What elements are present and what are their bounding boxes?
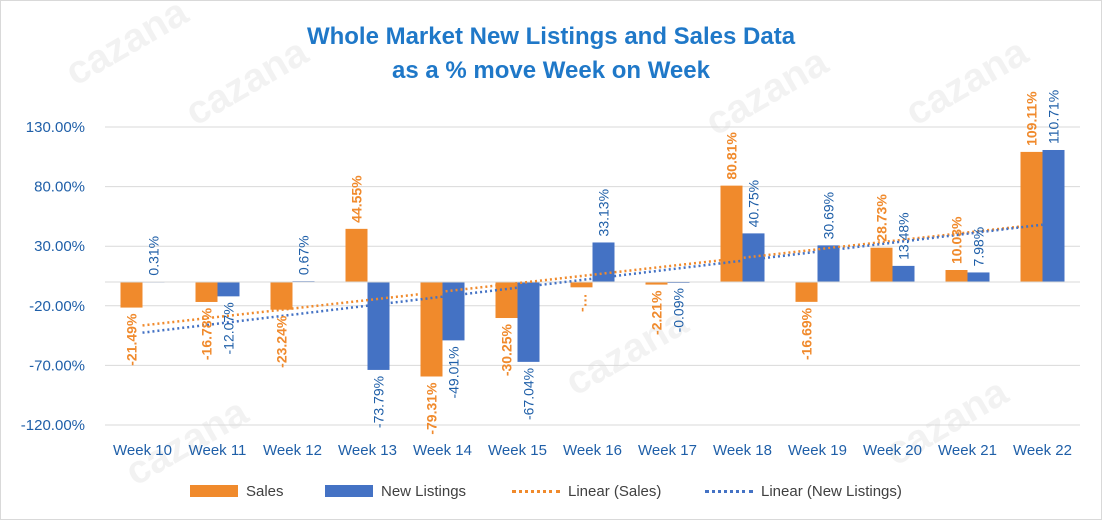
- bar-new-listings: [967, 272, 990, 282]
- data-label-sales: 44.55%: [349, 175, 365, 223]
- legend-swatch-new-listings: [325, 485, 373, 497]
- data-label-sales: -21.49%: [124, 313, 140, 366]
- legend-label-linear-new-listings: Linear (New Listings): [761, 482, 902, 500]
- bar-sales: [795, 281, 818, 302]
- data-label-sales: 80.81%: [724, 132, 740, 180]
- x-tick-label: Week 20: [863, 442, 922, 459]
- data-label-new-listings: -49.01%: [446, 346, 462, 398]
- data-label-new-listings: 0.67%: [296, 235, 312, 275]
- data-label-sales: 109.11%: [1024, 91, 1040, 146]
- bar-new-listings: [367, 281, 390, 370]
- bar-new-listings: [1042, 149, 1065, 282]
- trendline-new-listings: [142, 223, 1043, 334]
- data-label-new-listings: 33.13%: [596, 189, 612, 236]
- data-label-sales: -79.31%: [424, 382, 440, 435]
- data-label-sales: -30.25%: [499, 323, 515, 376]
- y-tick-label: -70.00%: [29, 357, 85, 374]
- data-label-new-listings: 0.31%: [146, 236, 162, 276]
- chart-title: Whole Market New Listings and Sales Data: [306, 23, 796, 50]
- data-label-new-listings: 30.69%: [821, 192, 837, 239]
- y-tick-label: 80.00%: [34, 179, 85, 196]
- legend-swatch-linear-sales: [512, 489, 560, 493]
- bar-sales: [270, 281, 293, 310]
- bar-sales: [645, 281, 668, 285]
- x-tick-label: Week 12: [263, 442, 322, 459]
- bar-sales: [495, 281, 518, 319]
- bar-new-listings: [592, 242, 615, 282]
- bar-sales: [120, 281, 143, 308]
- data-label-sales: -16.69%: [799, 307, 815, 360]
- legend-item-sales: Sales: [190, 481, 284, 501]
- data-label-sales: -16.78%: [199, 307, 215, 360]
- bar-sales: [345, 228, 368, 282]
- data-label-new-listings: -67.04%: [521, 368, 537, 420]
- x-tick-label: Week 11: [189, 442, 247, 459]
- y-tick-label: -20.00%: [29, 298, 85, 315]
- legend: Sales New Listings Linear (Sales) Linear…: [0, 481, 1102, 501]
- bar-sales: [570, 281, 593, 288]
- x-tick-label: Week 16: [563, 442, 622, 459]
- legend-swatch-linear-new-listings: [705, 489, 753, 493]
- legend-label-linear-sales: Linear (Sales): [568, 482, 662, 500]
- bar-sales: [720, 185, 743, 282]
- x-tick-label: Week 18: [713, 442, 772, 459]
- x-tick-label: Week 21: [938, 442, 997, 459]
- bar-sales: [945, 270, 968, 282]
- y-tick-label: -120.00%: [21, 417, 85, 434]
- x-tick-label: Week 19: [788, 442, 847, 459]
- bar-sales: [195, 281, 218, 302]
- data-label-new-listings: 7.98%: [971, 227, 987, 267]
- bar-new-listings: [742, 233, 765, 282]
- x-tick-label: Week 14: [413, 442, 472, 459]
- bar-sales: [420, 281, 443, 377]
- x-tick-label: Week 10: [113, 442, 172, 459]
- bar-new-listings: [817, 245, 840, 282]
- data-label-sales: 28.73%: [874, 194, 890, 242]
- y-tick-label: 30.00%: [34, 238, 85, 255]
- data-label-sales: -2.21%: [649, 290, 665, 335]
- legend-swatch-sales: [190, 485, 238, 497]
- data-label-new-listings: 40.75%: [746, 180, 762, 227]
- bar-new-listings: [517, 281, 540, 362]
- legend-item-linear-sales: Linear (Sales): [512, 481, 661, 501]
- data-label-sales: -…: [574, 293, 590, 312]
- legend-item-linear-new-listings: Linear (New Listings): [705, 481, 902, 501]
- trendline-sales: [142, 222, 1043, 327]
- legend-item-new-listings: New Listings: [325, 481, 466, 501]
- data-label-new-listings: -0.09%: [671, 288, 687, 332]
- data-label-sales: 10.03%: [949, 216, 965, 264]
- data-label-new-listings: 13.48%: [896, 212, 912, 259]
- bar-new-listings: [217, 281, 240, 297]
- legend-label-sales: Sales: [246, 482, 284, 500]
- x-tick-label: Week 22: [1013, 442, 1072, 459]
- x-tick-label: Week 17: [638, 442, 697, 459]
- bar-sales: [1020, 151, 1043, 282]
- bar-new-listings: [442, 281, 465, 341]
- data-label-sales: -23.24%: [274, 315, 290, 368]
- data-label-new-listings: -12.07%: [221, 302, 237, 354]
- x-tick-label: Week 13: [338, 442, 397, 459]
- data-label-new-listings: 110.71%: [1046, 90, 1062, 144]
- bar-new-listings: [892, 265, 915, 282]
- y-tick-label: 130.00%: [26, 119, 85, 136]
- legend-label-new-listings: New Listings: [381, 482, 467, 500]
- bar-sales: [870, 247, 893, 282]
- data-label-new-listings: -73.79%: [371, 376, 387, 428]
- x-tick-label: Week 15: [488, 442, 547, 459]
- chart-subtitle: as a % move Week on Week: [392, 57, 710, 84]
